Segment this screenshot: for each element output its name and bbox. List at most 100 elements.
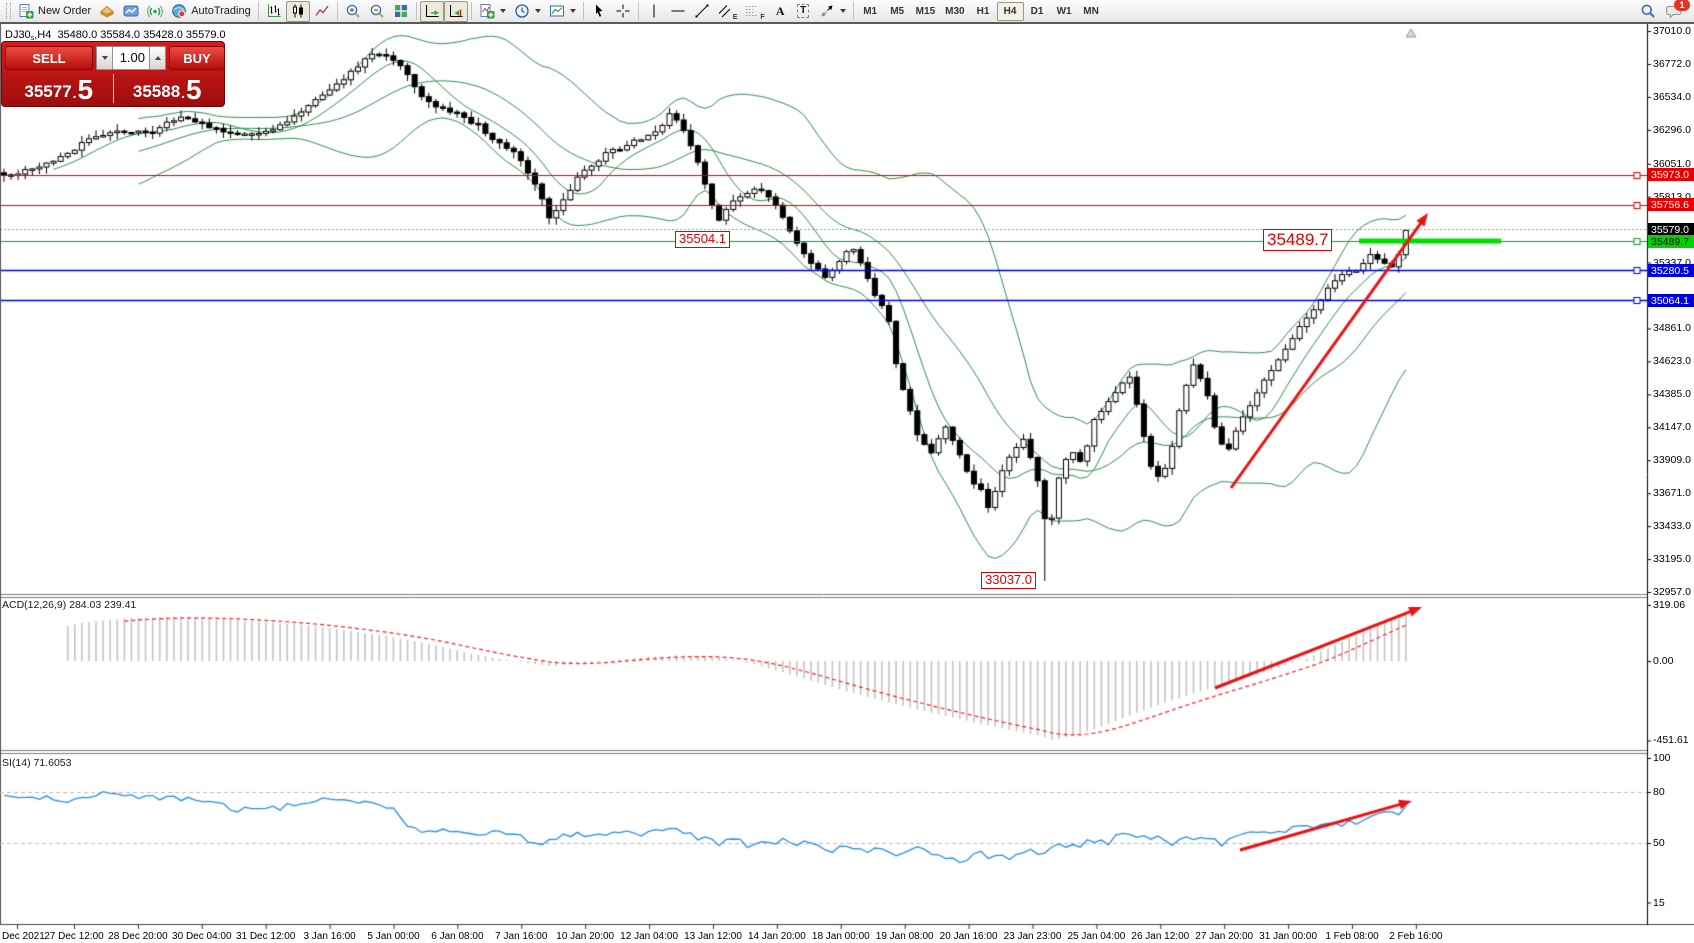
dropdown-caret-icon: [839, 9, 846, 13]
time-label: 28 Dec 20:00: [108, 931, 168, 942]
vertical-line-button[interactable]: [642, 1, 666, 22]
search-button[interactable]: [1636, 1, 1660, 22]
price-tick-label: 33433.0: [1653, 520, 1691, 533]
notifications-button[interactable]: 1: [1662, 0, 1690, 22]
price-tick-label: 37010.0: [1653, 25, 1691, 38]
autotrading-button[interactable]: AutoTrading: [167, 1, 255, 22]
dropdown-caret-icon: [569, 9, 576, 13]
indicators-button[interactable]: [475, 1, 510, 22]
time-label: 13 Jan 12:00: [684, 931, 742, 942]
chart-canvas[interactable]: [0, 24, 1694, 943]
rsi-axis-label: 50: [1653, 837, 1665, 849]
time-label: 18 Jan 00:00: [811, 931, 870, 942]
tile-windows-button[interactable]: [389, 1, 413, 22]
signals-button[interactable]: [143, 1, 167, 22]
separator: [257, 2, 259, 20]
toolbar-grip: [6, 3, 11, 19]
timeframe-D1[interactable]: D1: [1024, 2, 1051, 21]
time-label: 20 Jan 16:00: [939, 931, 998, 942]
price-badge[interactable]: 35489.7: [1648, 234, 1694, 248]
zoom-out-icon: [369, 3, 385, 19]
template-icon: [549, 3, 565, 19]
timeframe-M15[interactable]: M15: [911, 2, 940, 21]
auto-scroll-button[interactable]: [419, 0, 444, 22]
sell-button[interactable]: SELL: [5, 46, 93, 70]
zoom-in-button[interactable]: [341, 1, 365, 22]
volume-input[interactable]: 1.00: [113, 46, 149, 70]
price-annotation[interactable]: 35504.1: [675, 231, 730, 248]
timeframe-H4[interactable]: H4: [996, 2, 1024, 21]
zoom-in-icon: [345, 3, 361, 19]
bar-chart-icon: [266, 3, 282, 19]
bar-chart-button[interactable]: [262, 1, 286, 22]
separator: [470, 2, 472, 20]
horizontal-line-button[interactable]: [666, 1, 690, 22]
arrows-tool-button[interactable]: [815, 1, 850, 22]
cursor-icon: [591, 3, 607, 19]
timeframe-M5[interactable]: M5: [884, 2, 911, 21]
new-order-label: New Order: [38, 5, 92, 17]
trade-panel-row: SELL 1.00 BUY: [5, 45, 225, 71]
price-annotation[interactable]: 35489.7: [1263, 229, 1333, 251]
signal-icon: [147, 3, 164, 19]
time-label: 19 Jan 08:00: [875, 931, 934, 942]
market-watch-button[interactable]: [119, 1, 143, 22]
autotrading-icon: [171, 3, 187, 19]
buy-button[interactable]: BUY: [169, 46, 225, 70]
text-tool-button[interactable]: A: [769, 1, 792, 22]
fibonacci-sub-glyph: F: [760, 13, 765, 21]
price-badge[interactable]: 35579.0: [1648, 222, 1694, 236]
time-label: 31 Dec 12:00: [235, 931, 296, 942]
trendline-icon: [694, 3, 710, 19]
text-label-button[interactable]: T: [792, 1, 815, 22]
candlestick-icon: [290, 3, 306, 19]
time-label: 14 Jan 20:00: [747, 931, 806, 942]
sell-price[interactable]: 35577. 5: [5, 72, 113, 105]
price-badge[interactable]: 35756.6: [1648, 198, 1694, 211]
ohlc-values: 35480.0 35584.0 35428.0 35579.0: [57, 29, 226, 41]
price-badge[interactable]: 35280.5: [1648, 263, 1694, 277]
line-chart-button[interactable]: [310, 1, 334, 22]
macd-axis-label: -451.61: [1653, 734, 1689, 747]
price-tick-label: 34147.0: [1653, 421, 1691, 434]
channel-sub-glyph: E: [732, 13, 738, 21]
timeframe-MN[interactable]: MN: [1078, 2, 1105, 21]
templates-button[interactable]: [545, 1, 580, 22]
channel-button[interactable]: E: [714, 1, 742, 22]
price-tick-label: 34861.0: [1653, 322, 1691, 335]
timeframe-H1[interactable]: H1: [970, 2, 997, 21]
fibonacci-icon: [745, 3, 758, 19]
time-label: 12 Jan 04:00: [620, 931, 679, 942]
journal-button[interactable]: [95, 1, 119, 22]
new-order-button[interactable]: New Order: [14, 1, 95, 22]
rsi-label: SI(14) 71.6053: [2, 757, 72, 769]
zoom-out-button[interactable]: [365, 1, 389, 22]
timeframe-W1[interactable]: W1: [1051, 2, 1078, 21]
separator: [637, 2, 639, 20]
trade-panel-prices: 35577. 5 35588. 5: [5, 72, 221, 105]
time-label: 1 Feb 08:00: [1325, 931, 1379, 942]
timeframe-M1[interactable]: M1: [857, 2, 884, 21]
price-badge[interactable]: 35064.1: [1648, 293, 1694, 307]
cursor-button[interactable]: [587, 1, 611, 22]
text-tool-icon: A: [775, 3, 785, 18]
chart-shift-icon: [448, 3, 464, 19]
trendline-button[interactable]: [690, 1, 714, 22]
price-tick-label: 33671.0: [1653, 487, 1691, 500]
timeframe-M30[interactable]: M30: [940, 2, 969, 21]
chart-shift-button[interactable]: [443, 0, 468, 22]
fibonacci-button[interactable]: F: [741, 1, 768, 22]
price-badge[interactable]: 35973.0: [1648, 168, 1694, 182]
sell-price-pip: 5: [77, 74, 94, 105]
separator: [415, 2, 417, 20]
buy-price[interactable]: 35588. 5: [114, 72, 222, 105]
price-annotation[interactable]: 33037.0: [981, 572, 1036, 589]
periods-button[interactable]: [510, 1, 545, 22]
volume-up-button[interactable]: [149, 46, 166, 70]
candlestick-chart-button[interactable]: [285, 0, 310, 22]
time-label: Dec 2021: [2, 931, 45, 942]
crosshair-button[interactable]: [611, 1, 635, 22]
volume-down-button[interactable]: [96, 46, 113, 70]
price-tick-label: 32957.0: [1653, 586, 1691, 598]
vertical-line-icon: [646, 3, 662, 19]
